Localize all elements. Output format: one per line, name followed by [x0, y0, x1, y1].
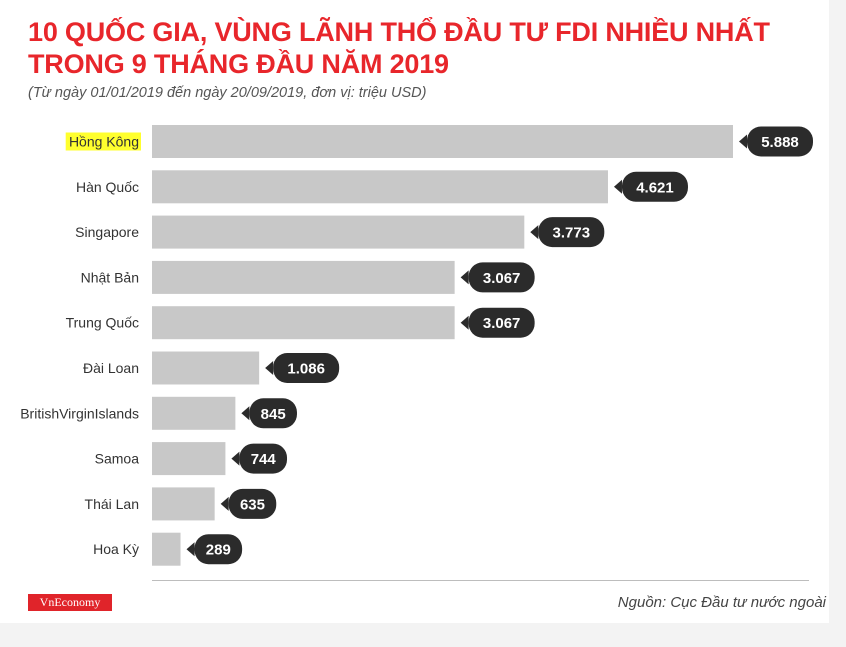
value-bubble-pointer: [265, 361, 274, 375]
value-label: 1.086: [287, 361, 325, 378]
category-label: Đài Loan: [83, 360, 139, 376]
category-label: Trung Quốc: [66, 315, 139, 331]
category-label: Hoa Kỳ: [93, 541, 139, 557]
bar: [152, 351, 260, 385]
title-line-2: TRONG 9 THÁNG ĐẦU NĂM 2019: [28, 49, 449, 79]
value-bubble: [239, 443, 288, 474]
value-bubble: [228, 488, 277, 519]
value-label: 845: [261, 406, 286, 423]
value-bubble-pointer: [241, 406, 250, 421]
value-bubble-pointer: [220, 496, 229, 511]
title-line-1: 10 QUỐC GIA, VÙNG LÃNH THỔ ĐẦU TƯ FDI NH…: [28, 17, 770, 47]
value-label: 3.773: [553, 225, 591, 242]
category-label: Hàn Quốc: [76, 179, 139, 195]
highlight-marker: [65, 132, 141, 151]
value-bubble: [538, 217, 605, 248]
chart-title: 10 QUỐC GIA, VÙNG LÃNH THỔ ĐẦU TƯ FDI NH…: [28, 16, 808, 80]
bar: [152, 532, 181, 566]
value-label: 289: [206, 542, 231, 559]
source-note: Nguồn: Cục Đầu tư nước ngoài: [617, 594, 826, 611]
category-label: Nhật Bản: [81, 269, 139, 285]
value-label: 5.888: [761, 134, 799, 151]
bar: [152, 487, 215, 521]
value-bubble: [747, 126, 813, 157]
value-bubble: [621, 171, 688, 202]
value-label: 635: [240, 496, 265, 513]
value-bubble-pointer: [739, 134, 747, 149]
category-label: Singapore: [75, 224, 139, 240]
bar: [152, 215, 525, 249]
category-label: Samoa: [95, 451, 140, 467]
chart-subtitle: (Từ ngày 01/01/2019 đến ngày 20/09/2019,…: [28, 85, 427, 101]
value-bubble: [194, 534, 243, 565]
value-label: 3.067: [483, 270, 521, 287]
value-bubble: [468, 262, 535, 293]
chart-baseline: [152, 580, 809, 581]
category-label: BritishVirginIslands: [20, 405, 139, 421]
value-bubble-pointer: [613, 179, 622, 194]
category-label: Thái Lan: [85, 496, 139, 512]
value-bubble-pointer: [460, 270, 469, 285]
value-label: 4.621: [636, 179, 674, 196]
value-label: 3.067: [483, 315, 521, 332]
value-bubble: [468, 307, 535, 338]
bar: [152, 125, 733, 158]
category-label: Hồng Kông: [69, 134, 139, 150]
value-label: 744: [251, 451, 277, 468]
bar: [152, 396, 236, 430]
value-bubble-pointer: [530, 225, 539, 240]
vneconomy-logo: VnEconomy: [28, 594, 112, 611]
value-bubble: [249, 398, 297, 429]
bar: [152, 306, 455, 340]
value-bubble-pointer: [186, 542, 195, 557]
bar: [152, 260, 455, 294]
bar: [152, 170, 608, 204]
value-bubble-pointer: [460, 315, 469, 330]
bar: [152, 442, 226, 476]
value-bubble: [273, 353, 340, 383]
value-bubble-pointer: [231, 451, 240, 466]
